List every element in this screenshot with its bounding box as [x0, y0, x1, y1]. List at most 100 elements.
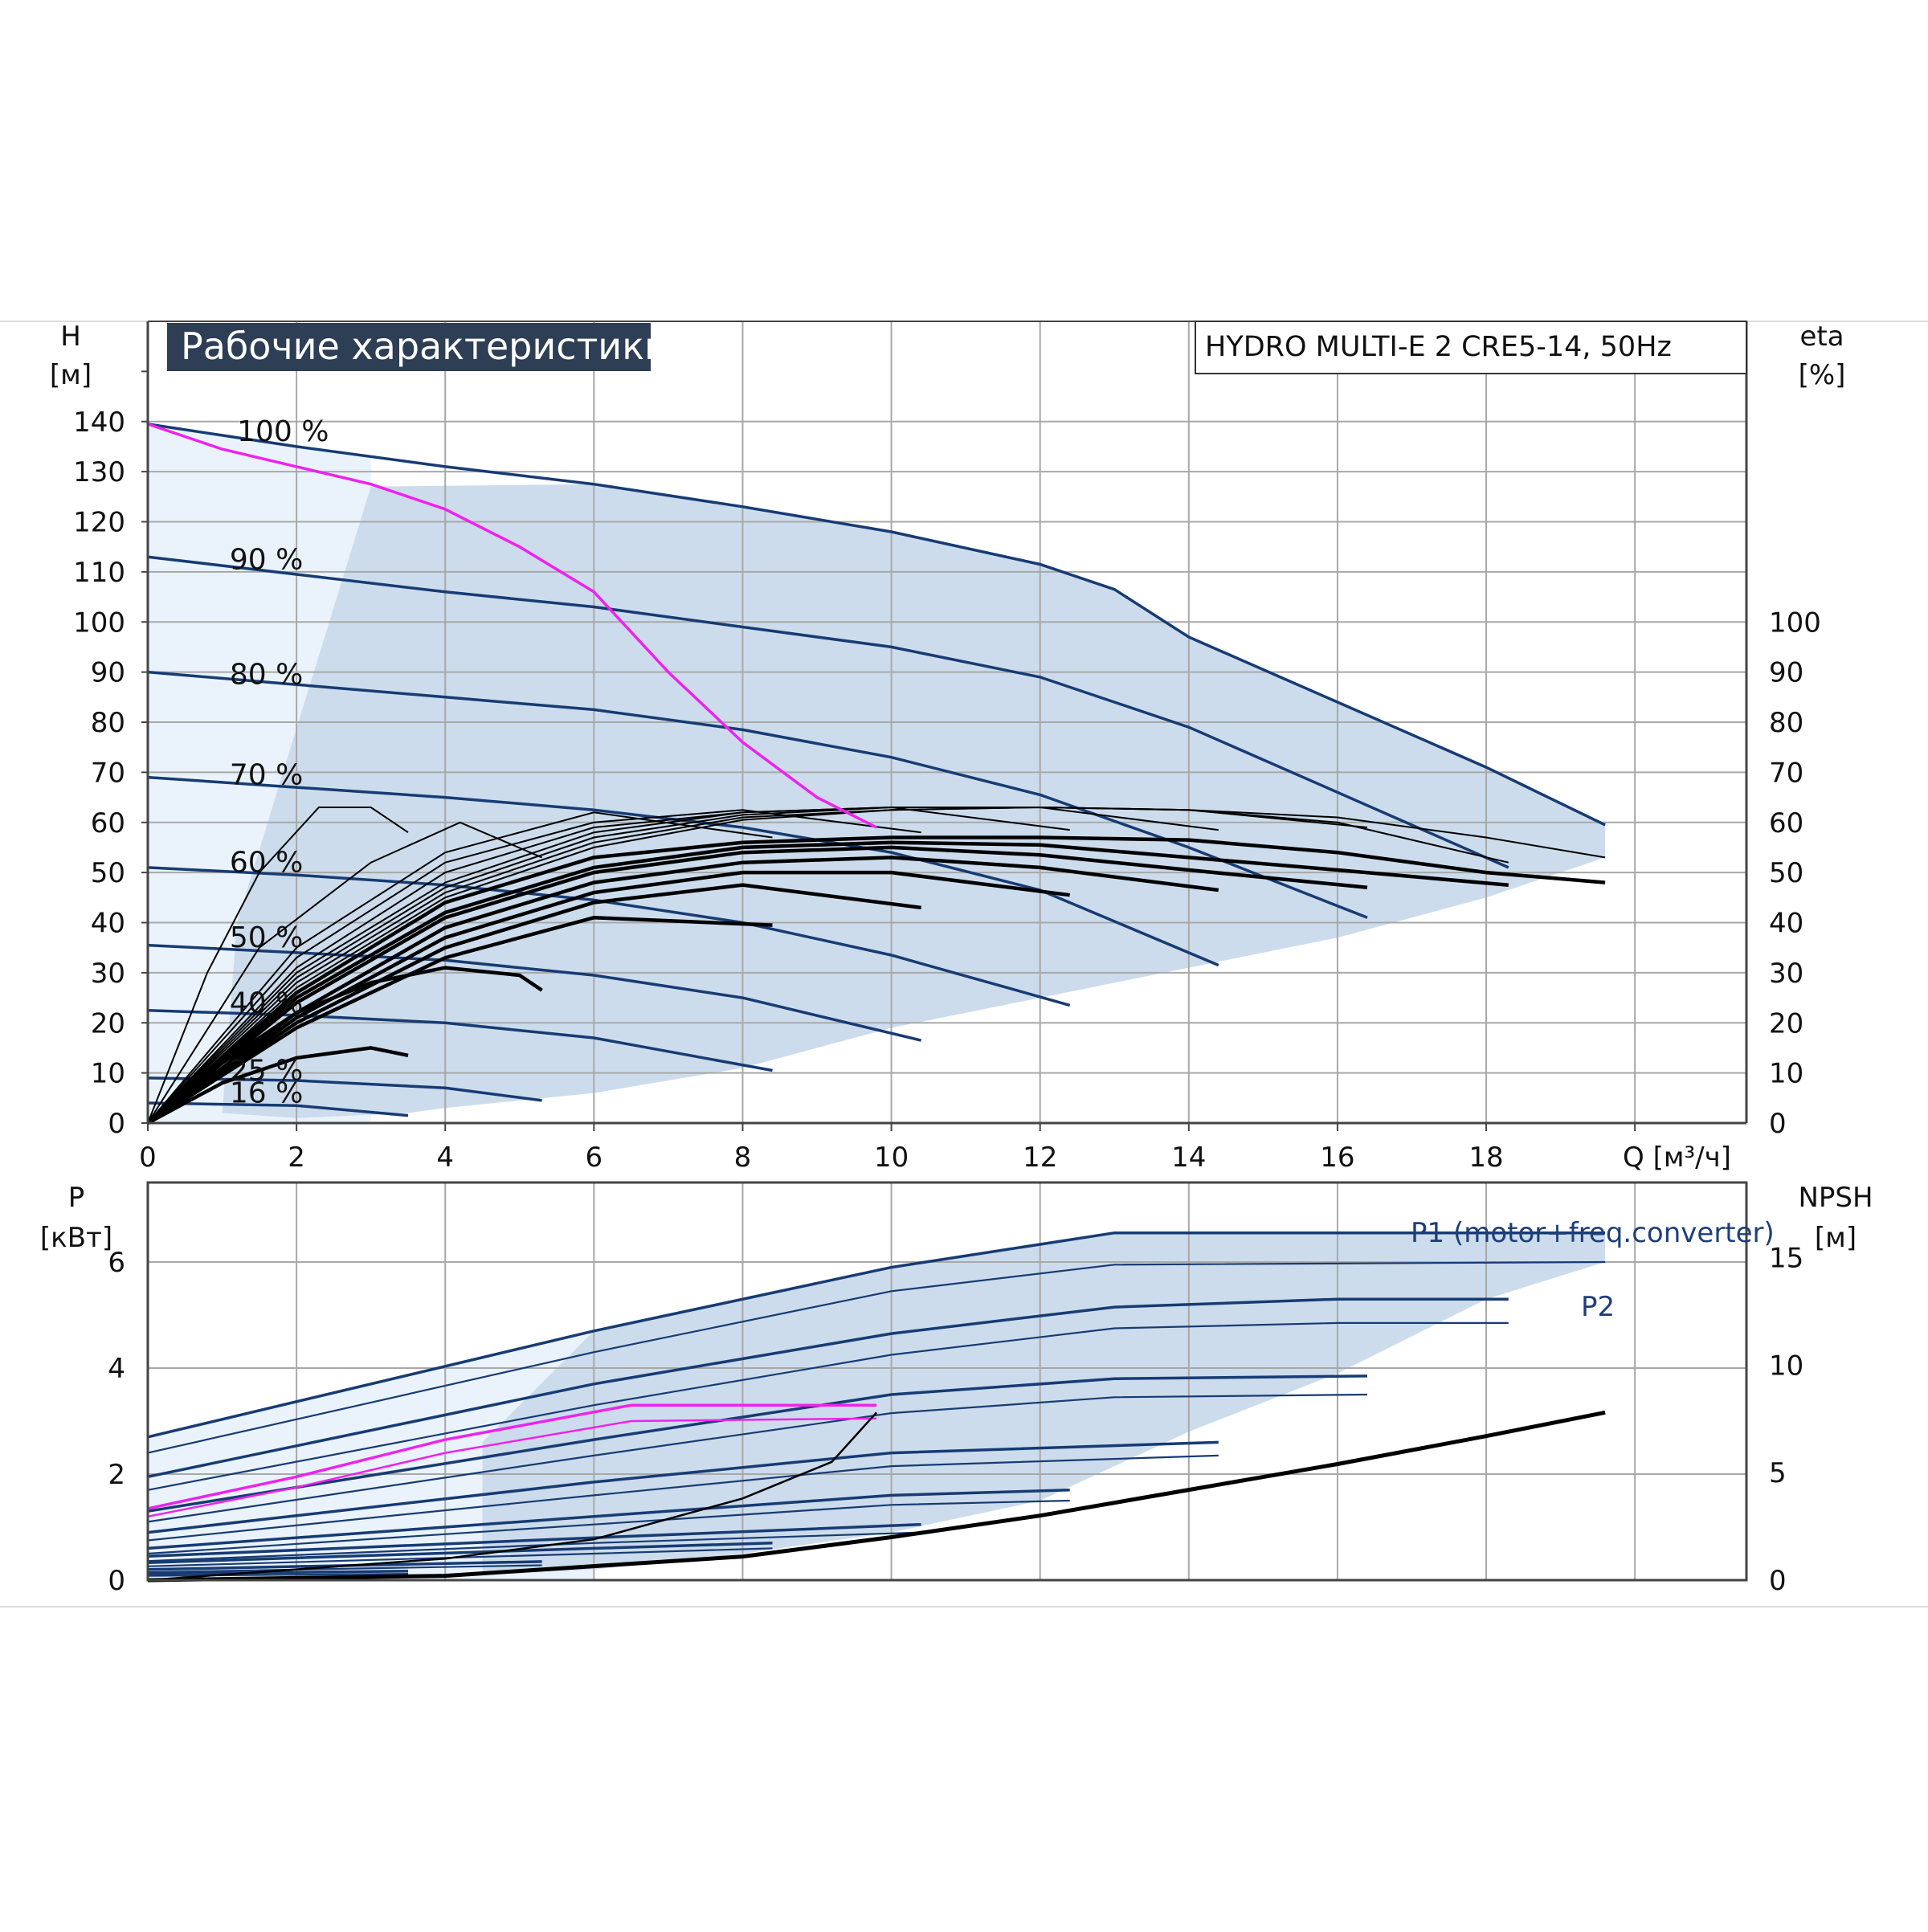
npsh-curve: [147, 1411, 878, 1582]
head-grid: [148, 321, 1746, 1123]
p2-curve: [147, 1564, 542, 1574]
power-chart: 0 2 4 6 0 5 10 15: [108, 1181, 1803, 1597]
right-tick-label: 80: [1769, 707, 1803, 739]
p1-curve: [147, 1231, 1606, 1439]
right-tick-label: 5: [1769, 1457, 1787, 1489]
p2-curve: [147, 1499, 1070, 1555]
power-frame: [146, 1181, 1748, 1582]
efficiency-curve: [147, 806, 1509, 1124]
p2-magenta-curve: [147, 1417, 877, 1518]
p1-curve: [147, 1522, 921, 1558]
efficiency-curve: [146, 835, 1606, 1125]
npsh-axis-unit: [м]: [1815, 1222, 1857, 1254]
head-efficiency-curves: [146, 806, 1606, 1125]
y-tick-label: 20: [91, 1007, 125, 1040]
speed-curve-90: [147, 555, 1509, 869]
npsh-curve: [147, 1410, 1606, 1583]
head-right-axis-title: eta: [1799, 321, 1844, 353]
right-tick-label: 70: [1769, 757, 1803, 789]
x-tick-label: 2: [288, 1142, 305, 1174]
y-tick-label: 120: [73, 507, 125, 539]
x-tick-label: 8: [734, 1142, 752, 1174]
speed-label: 60 %: [230, 847, 303, 880]
y-tick-label: 100: [73, 607, 125, 639]
p2-curve: [147, 1547, 773, 1567]
p1-curve: [147, 1542, 773, 1564]
head-magenta-curve: [147, 423, 877, 829]
efficiency-curve: [147, 821, 542, 1124]
model-box: [1195, 321, 1747, 374]
p2-curve: [147, 1260, 1606, 1454]
speed-curve-25: [147, 1076, 542, 1102]
power-range-light: [148, 1330, 594, 1580]
efficiency-curve: [147, 807, 409, 1124]
y-tick-label: 140: [73, 406, 125, 439]
power-curves: [147, 1231, 1606, 1583]
speed-curve-60: [147, 866, 1071, 1007]
p2-curve: [147, 1531, 921, 1562]
speed-label: 40 %: [230, 986, 303, 1019]
y-tick-label: 130: [73, 456, 125, 488]
y-tick-label: 0: [108, 1108, 125, 1140]
y-tick-label: 6: [108, 1247, 125, 1279]
p1-curve: [147, 1374, 1368, 1513]
right-tick-label: 0: [1769, 1108, 1787, 1140]
efficiency-curve: [146, 856, 1219, 1125]
right-tick-label: 60: [1769, 807, 1803, 839]
speed-label: 50 %: [230, 921, 303, 954]
power-y-axis-title: P: [68, 1182, 85, 1214]
x-tick-label: 10: [874, 1142, 909, 1174]
head-y-axis-unit: [м]: [50, 359, 92, 391]
x-tick-label: 4: [436, 1142, 454, 1174]
x-tick-label: 18: [1468, 1142, 1503, 1174]
p2-curve: [147, 1573, 409, 1577]
right-tick-label: 10: [1769, 1058, 1803, 1090]
x-tick-label: 14: [1171, 1142, 1206, 1174]
x-tick-label: 6: [586, 1142, 603, 1174]
npsh-axis-title: NPSH: [1798, 1182, 1873, 1214]
power-tick-labels: 0 2 4 6 0 5 10 15: [108, 1243, 1803, 1597]
right-tick-label: 40: [1769, 908, 1803, 940]
title-box: [167, 323, 651, 371]
efficiency-curve: [146, 845, 1368, 1125]
p1-curve: [147, 1440, 1219, 1534]
efficiency-curve: [146, 840, 1509, 1125]
p1-curve: [147, 1297, 1509, 1479]
speed-label: 90 %: [230, 543, 303, 576]
x-tick-label: 16: [1320, 1142, 1354, 1174]
right-tick-label: 10: [1769, 1350, 1803, 1382]
y-tick-label: 2: [108, 1459, 125, 1491]
power-y-axis-unit: [кВт]: [40, 1222, 112, 1254]
y-tick-label: 50: [91, 857, 125, 889]
y-tick-label: 40: [91, 908, 125, 940]
right-tick-label: 30: [1769, 958, 1803, 990]
right-tick-label: 0: [1769, 1565, 1787, 1597]
right-tick-label: 50: [1769, 857, 1803, 889]
q-axis-title: Q [м³/ч]: [1623, 1142, 1731, 1174]
speed-label: 80 %: [230, 659, 303, 692]
p2-curve: [147, 1321, 1509, 1491]
head-y-axis-title-h: H: [60, 321, 81, 353]
speed-curve-50: [147, 943, 922, 1042]
speed-label: 100 %: [237, 415, 329, 448]
y-tick-label: 80: [91, 707, 125, 739]
efficiency-curve: [147, 806, 1606, 1124]
y-tick-label: 70: [91, 757, 125, 789]
right-tick-label: 15: [1769, 1243, 1803, 1275]
p1-magenta-curve: [147, 1403, 877, 1510]
x-tick-label: 12: [1023, 1142, 1057, 1174]
efficiency-curve: [146, 883, 921, 1125]
p1-curve: [147, 1570, 409, 1575]
efficiency-curve: [146, 916, 773, 1125]
speed-label: 70 %: [230, 758, 303, 791]
y-tick-label: 110: [73, 557, 125, 589]
speed-curve-100: [147, 423, 1606, 827]
power-frame-rect: [146, 1181, 1748, 1582]
efficiency-curve: [146, 870, 1070, 1125]
p2-curve: [147, 1454, 1219, 1542]
y-tick-label: 10: [91, 1058, 125, 1090]
right-tick-label: 20: [1769, 1007, 1803, 1040]
range-medium-zone: [222, 484, 1606, 1118]
